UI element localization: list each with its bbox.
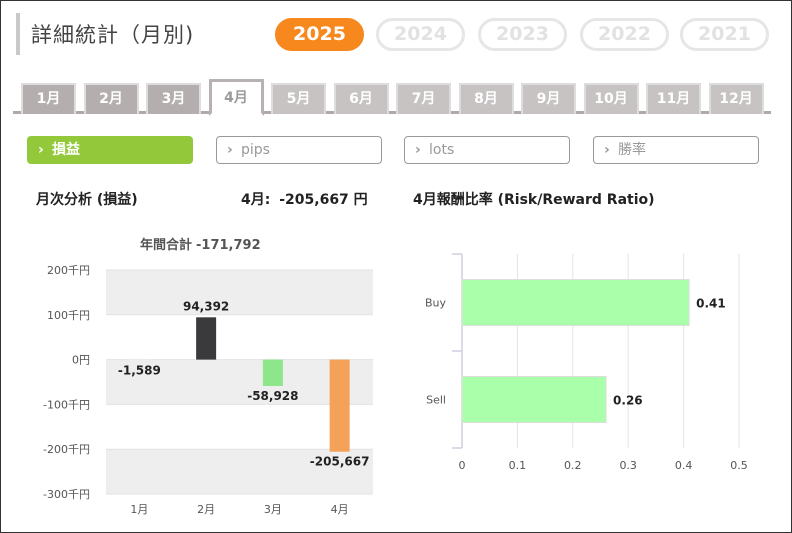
rr-category-label: Buy	[425, 297, 447, 310]
y-tick-label: -200千円	[43, 443, 90, 456]
month-tab-6[interactable]: 6月	[333, 83, 389, 114]
month-tab-12[interactable]: 12月	[708, 83, 764, 114]
bar-2	[196, 317, 217, 360]
metric-tab-label: lots	[429, 142, 455, 158]
bar-data-label: 94,392	[183, 299, 229, 313]
month-tab-9[interactable]: 9月	[521, 83, 576, 114]
month-tab-7[interactable]: 7月	[396, 83, 451, 114]
year-2021[interactable]: 2021	[680, 18, 769, 51]
month-result-label: 4月:	[241, 192, 271, 208]
month-tab-11[interactable]: 11月	[646, 83, 701, 114]
year-2022[interactable]: 2022	[580, 18, 669, 51]
metric-tab-label: pips	[241, 142, 270, 158]
annual-total: 年間合計 -171,792	[140, 234, 261, 253]
x-tick-label: 3月	[264, 503, 282, 516]
metric-tab-label: 損益	[52, 142, 80, 158]
month-tab-4[interactable]: 4月	[208, 79, 264, 116]
rr-data-label: 0.41	[696, 297, 726, 311]
x-tick-label: 4月	[331, 503, 349, 516]
year-2024[interactable]: 2024	[376, 18, 465, 51]
rr-category-label: Sell	[426, 394, 446, 407]
annual-total-value: -171,792	[196, 238, 261, 253]
chevron-right-icon: ›	[38, 142, 44, 158]
grid-band	[106, 359, 373, 405]
x-tick-label: 0.2	[564, 459, 582, 472]
month-tab-2[interactable]: 2月	[83, 83, 139, 114]
metric-tab-winrate[interactable]: › 勝率	[593, 136, 759, 164]
month-tabs-baseline	[13, 111, 771, 114]
metric-tab-label: 勝率	[618, 142, 646, 158]
y-tick-label: 200千円	[47, 264, 90, 277]
month-tab-8[interactable]: 8月	[458, 83, 514, 114]
month-tab-3[interactable]: 3月	[146, 83, 201, 114]
bar-data-label: -58,928	[247, 389, 298, 403]
chevron-right-icon: ›	[415, 142, 421, 158]
year-2023[interactable]: 2023	[478, 18, 567, 51]
annual-total-label: 年間合計	[140, 238, 193, 253]
x-tick-label: 0.3	[619, 459, 637, 472]
rr-bar-buy	[461, 279, 690, 326]
x-tick-label: 0.5	[730, 459, 748, 472]
page-title: 詳細統計（月別)	[31, 23, 195, 47]
grid-band	[106, 449, 373, 494]
bar-1	[129, 359, 150, 361]
x-tick-label: 0	[459, 459, 466, 472]
grid-band	[106, 270, 373, 315]
y-tick-label: 0円	[72, 354, 90, 367]
month-result-value: -205,667 円	[279, 192, 368, 208]
y-tick-label: -100千円	[43, 398, 90, 411]
month-result: 4月: -205,667 円	[241, 189, 368, 209]
bar-4	[329, 359, 350, 452]
bar-3	[262, 359, 283, 386]
monthly-analysis-title: 月次分析 (損益)	[36, 192, 138, 208]
metric-tab-pnl[interactable]: › 損益	[27, 136, 193, 164]
x-tick-label: 0.1	[509, 459, 527, 472]
bar-data-label: -205,667	[310, 455, 370, 469]
chevron-right-icon: ›	[227, 142, 233, 158]
y-tick-label: 100千円	[47, 309, 90, 322]
metric-tab-lots[interactable]: › lots	[404, 136, 570, 164]
x-tick-label: 2月	[197, 503, 215, 516]
x-tick-label: 1月	[130, 503, 148, 516]
month-tab-1[interactable]: 1月	[21, 83, 76, 114]
x-tick-label: 0.4	[675, 459, 693, 472]
title-accent-bar	[16, 13, 20, 55]
bar-data-label: -1,589	[118, 363, 161, 377]
y-tick-label: -300千円	[43, 488, 90, 501]
rr-title: 4月報酬比率 (Risk/Reward Ratio)	[413, 192, 655, 208]
metric-tab-pips[interactable]: › pips	[216, 136, 382, 164]
chevron-right-icon: ›	[604, 142, 610, 158]
rr-bar-sell	[461, 376, 607, 423]
month-tab-10[interactable]: 10月	[583, 83, 639, 114]
month-tab-5[interactable]: 5月	[271, 83, 326, 114]
rr-data-label: 0.26	[613, 394, 643, 408]
grid-band	[106, 314, 373, 360]
grid-band	[106, 404, 373, 450]
year-2025[interactable]: 2025	[275, 18, 364, 51]
